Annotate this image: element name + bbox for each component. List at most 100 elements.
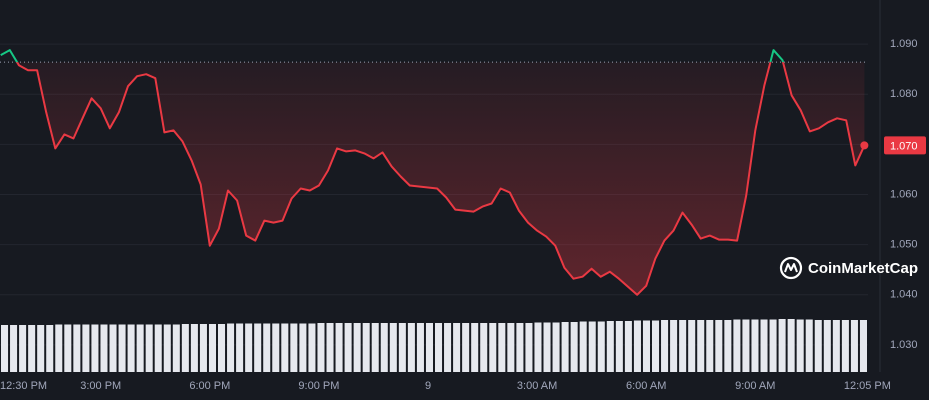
- volume-bar: [163, 324, 171, 372]
- volume-bar: [55, 324, 63, 372]
- volume-bar: [407, 323, 415, 372]
- volume-bar: [19, 325, 27, 372]
- volume-bar: [136, 324, 144, 372]
- volume-bar: [588, 321, 596, 372]
- volume-bar: [489, 323, 497, 372]
- volume-bar: [218, 324, 226, 372]
- volume-bar: [172, 324, 180, 372]
- volume-bar: [245, 323, 253, 372]
- volume-bar: [471, 323, 479, 372]
- volume-bar: [796, 319, 804, 372]
- volume-bar: [353, 323, 361, 372]
- volume-bar: [46, 325, 54, 372]
- logo-ring: [779, 256, 803, 280]
- volume-bar: [697, 320, 705, 372]
- volume-bar: [263, 323, 271, 372]
- volume-bar: [715, 320, 723, 372]
- volume-bar: [398, 323, 406, 372]
- volume-bar: [154, 324, 162, 372]
- volume-bar: [290, 323, 298, 372]
- volume-bar: [227, 323, 235, 372]
- volume-bar: [181, 324, 189, 372]
- volume-bar: [73, 324, 81, 372]
- volume-bar: [462, 323, 470, 372]
- volume-bar: [326, 323, 334, 372]
- volume-bar: [91, 324, 99, 372]
- volume-bar: [380, 323, 388, 372]
- volume-bar: [498, 323, 506, 372]
- x-tick-label: 3:00 PM: [80, 380, 121, 392]
- volume-bar: [100, 324, 108, 372]
- volume-bar: [37, 325, 45, 372]
- volume-bar: [109, 324, 117, 372]
- volume-bar: [435, 323, 443, 372]
- x-tick-label: 9:00 AM: [735, 380, 775, 392]
- volume-bar: [606, 321, 614, 372]
- volume-bar: [841, 320, 849, 372]
- volume-bar: [118, 324, 126, 372]
- volume-bar: [633, 320, 641, 372]
- volume-bar: [389, 323, 397, 372]
- volume-bar: [724, 320, 732, 372]
- volume-bar: [615, 321, 623, 372]
- x-tick-label: 12:30 PM: [0, 380, 47, 392]
- volume-bar: [480, 323, 488, 372]
- y-tick-label: 1.060: [890, 188, 918, 200]
- volume-bar: [507, 323, 515, 372]
- x-tick-label: 3:00 AM: [517, 380, 557, 392]
- volume-bar: [82, 324, 90, 372]
- volume-bar: [832, 320, 840, 372]
- volume-bar: [859, 320, 867, 372]
- volume-bar: [254, 323, 262, 372]
- volume-bar: [850, 320, 858, 372]
- y-tick-label: 1.040: [890, 289, 918, 301]
- volume-bar: [236, 323, 244, 372]
- volume-bar: [661, 320, 669, 372]
- y-tick-label: 1.090: [890, 38, 918, 50]
- watermark: CoinMarketCap: [779, 256, 918, 280]
- volume-bar: [344, 323, 352, 372]
- volume-bar: [190, 324, 198, 372]
- volume-bar: [778, 319, 786, 372]
- y-tick-label: 1.030: [890, 339, 918, 351]
- volume-bar: [688, 320, 696, 372]
- volume-bar: [516, 323, 524, 372]
- volume-bar: [670, 320, 678, 372]
- volume-bar: [199, 324, 207, 372]
- volume-bar: [706, 320, 714, 372]
- volume-bar: [787, 319, 795, 372]
- y-tick-label: 1.050: [890, 239, 918, 251]
- last-price-badge: [884, 136, 926, 155]
- volume-bar: [642, 320, 650, 372]
- volume-bar: [453, 323, 461, 372]
- volume-bar: [371, 323, 379, 372]
- last-price-dot: [860, 141, 869, 150]
- volume-bar: [299, 323, 307, 372]
- volume-bar: [570, 322, 578, 372]
- volume-bar: [525, 323, 533, 372]
- x-tick-label: 9: [425, 380, 431, 392]
- volume-bar: [814, 320, 822, 372]
- volume-bar: [742, 319, 750, 372]
- volume-bar: [308, 323, 316, 372]
- volume-bar: [425, 323, 433, 372]
- volume-bar: [823, 320, 831, 372]
- volume-bar: [679, 320, 687, 372]
- volume-bar: [733, 319, 741, 372]
- last-price-label: 1.070: [890, 140, 918, 152]
- volume-bar: [1, 325, 9, 372]
- volume-bar: [534, 322, 542, 372]
- volume-bar: [552, 322, 560, 372]
- volume-bar: [28, 325, 36, 372]
- volume-bar: [579, 321, 587, 372]
- x-tick-label: 12:05 PM: [844, 380, 891, 392]
- x-tick-label: 6:00 AM: [626, 380, 666, 392]
- volume-bar: [335, 323, 343, 372]
- volume-bar: [805, 319, 813, 372]
- watermark-text: CoinMarketCap: [808, 260, 918, 277]
- volume-bar: [64, 324, 72, 372]
- volume-bar: [208, 324, 216, 372]
- y-tick-label: 1.080: [890, 88, 918, 100]
- area-below-open: [17, 62, 865, 295]
